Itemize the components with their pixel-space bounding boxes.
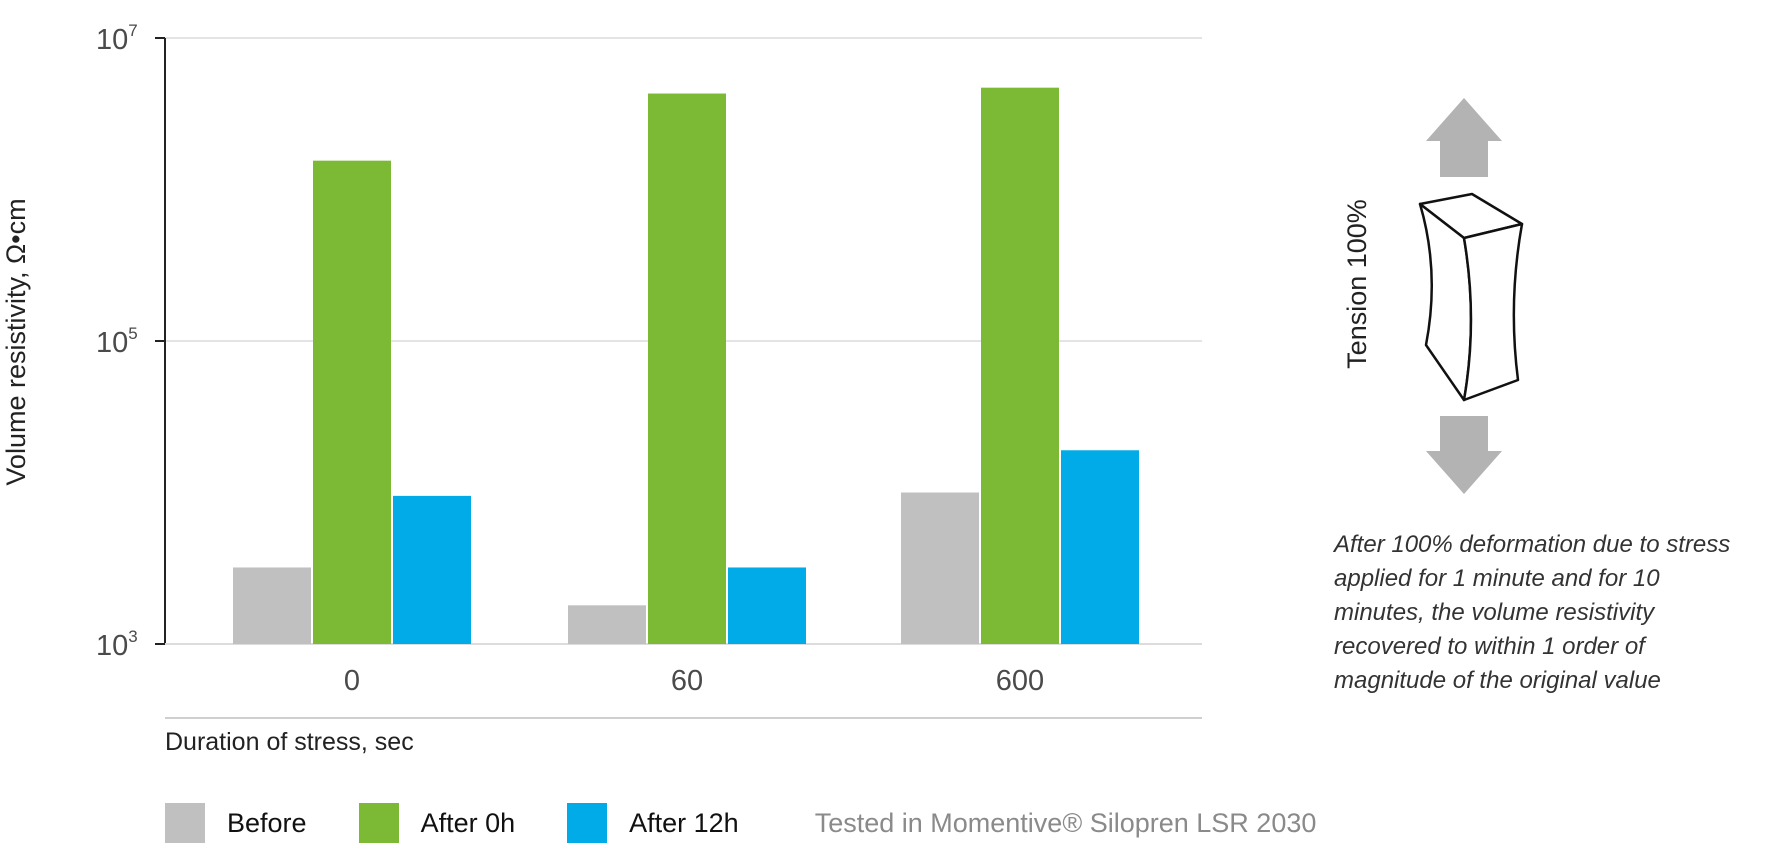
legend-label-before: Before — [227, 807, 307, 838]
x-tick-label: 60 — [671, 665, 703, 697]
x-axis-title: Duration of stress, sec — [165, 728, 414, 756]
arrow-down-icon — [1426, 416, 1502, 494]
bar-before-0 — [233, 567, 311, 644]
legend-swatch-after-0h — [358, 803, 399, 843]
y-tick-label: 103 — [96, 627, 138, 662]
source-note: Tested in Momentive® Silopren LSR 2030 — [814, 807, 1317, 838]
bar-after-0h-60 — [648, 93, 726, 644]
bar-before-60 — [568, 605, 646, 644]
legend-item-before: Before — [165, 803, 307, 843]
legend-item-after-0h: After 0h — [358, 803, 516, 843]
arrow-up-icon — [1426, 98, 1502, 177]
tension-illustration: Tension 100% — [1342, 98, 1524, 494]
y-ticks: 103 105 107 — [96, 21, 165, 662]
y-axis-title: Volume resistivity, Ω•cm — [1, 198, 31, 485]
y-tick-label: 105 — [96, 324, 138, 359]
x-tick-label: 0 — [344, 665, 360, 697]
legend-swatch-after-12h — [567, 803, 608, 843]
bar-after-12h-60 — [728, 567, 806, 644]
bar-after-0h-0 — [313, 160, 391, 645]
tension-label: Tension 100% — [1342, 199, 1372, 369]
legend-swatch-before — [165, 803, 205, 843]
chart-note: After 100% deformation due to stress app… — [1334, 531, 1731, 694]
x-tick-label: 600 — [996, 665, 1044, 697]
bar-after-12h-0 — [393, 495, 471, 644]
bar-before-600 — [901, 492, 979, 644]
specimen-block-icon — [1418, 192, 1524, 402]
legend: Before After 0h After 12h Tested in Mome… — [165, 803, 1316, 843]
bar-after-12h-600 — [1061, 450, 1139, 644]
bars — [233, 87, 1139, 645]
legend-label-after-12h: After 12h — [629, 807, 739, 838]
legend-item-after-12h: After 12h — [567, 803, 739, 843]
legend-label-after-0h: After 0h — [420, 807, 516, 838]
y-tick-label: 107 — [96, 21, 138, 56]
bar-after-0h-600 — [981, 87, 1059, 644]
x-ticks: 0 60 600 — [344, 665, 1044, 697]
